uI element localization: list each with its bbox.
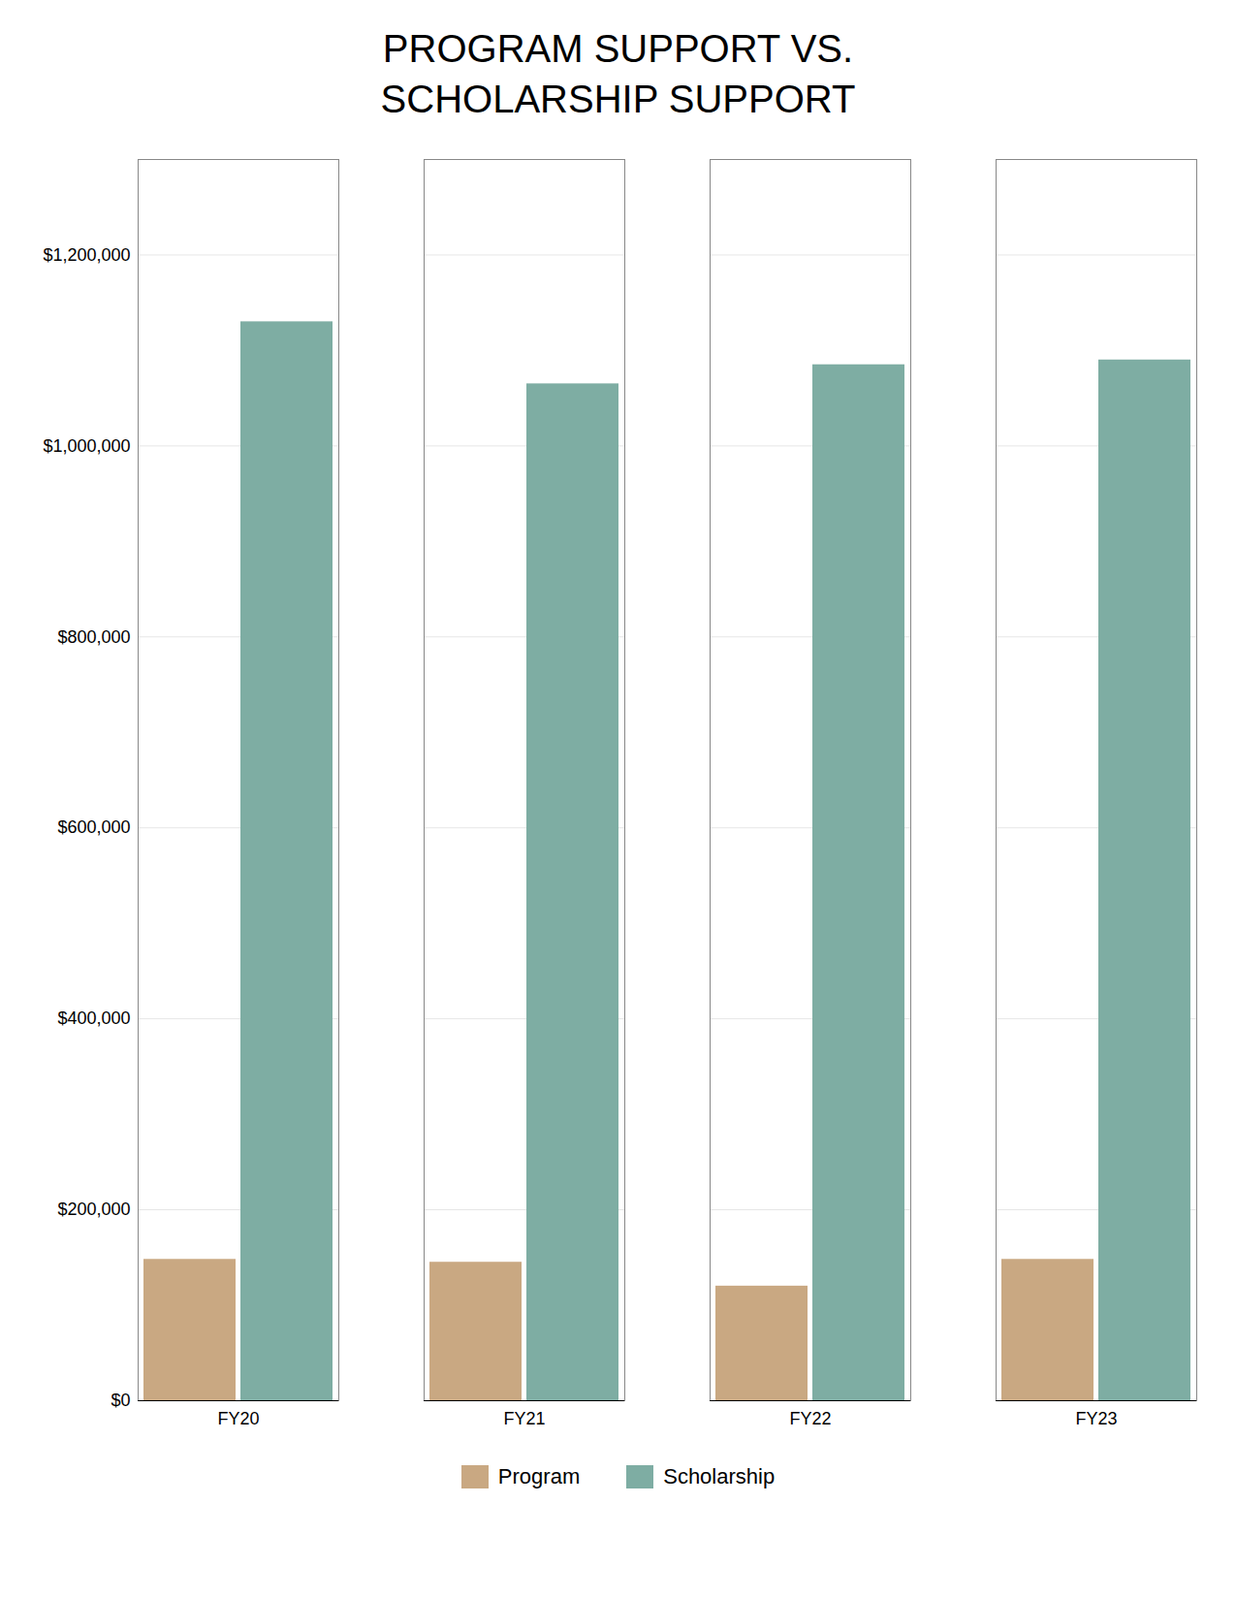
svg-text:$400,000: $400,000 xyxy=(57,1008,130,1028)
svg-text:FY20: FY20 xyxy=(217,1408,259,1428)
svg-text:$200,000: $200,000 xyxy=(57,1199,130,1219)
svg-text:FY21: FY21 xyxy=(503,1408,545,1428)
svg-text:$800,000: $800,000 xyxy=(57,627,130,647)
svg-text:FY23: FY23 xyxy=(1075,1408,1117,1428)
svg-text:$600,000: $600,000 xyxy=(57,817,130,837)
svg-text:$1,000,000: $1,000,000 xyxy=(42,436,130,456)
svg-text:$1,200,000: $1,200,000 xyxy=(42,245,130,265)
svg-text:$0: $0 xyxy=(110,1390,130,1410)
html-text:Program: Program xyxy=(498,1463,580,1489)
html-text:PROGRAM SUPPORT VS. SCHOLARSHI: PROGRAM SUPPORT VS. SCHOLARSHIP SUPPORT xyxy=(380,27,856,121)
html-text:Scholarship: Scholarship xyxy=(663,1463,775,1489)
svg-text:FY22: FY22 xyxy=(789,1408,831,1428)
